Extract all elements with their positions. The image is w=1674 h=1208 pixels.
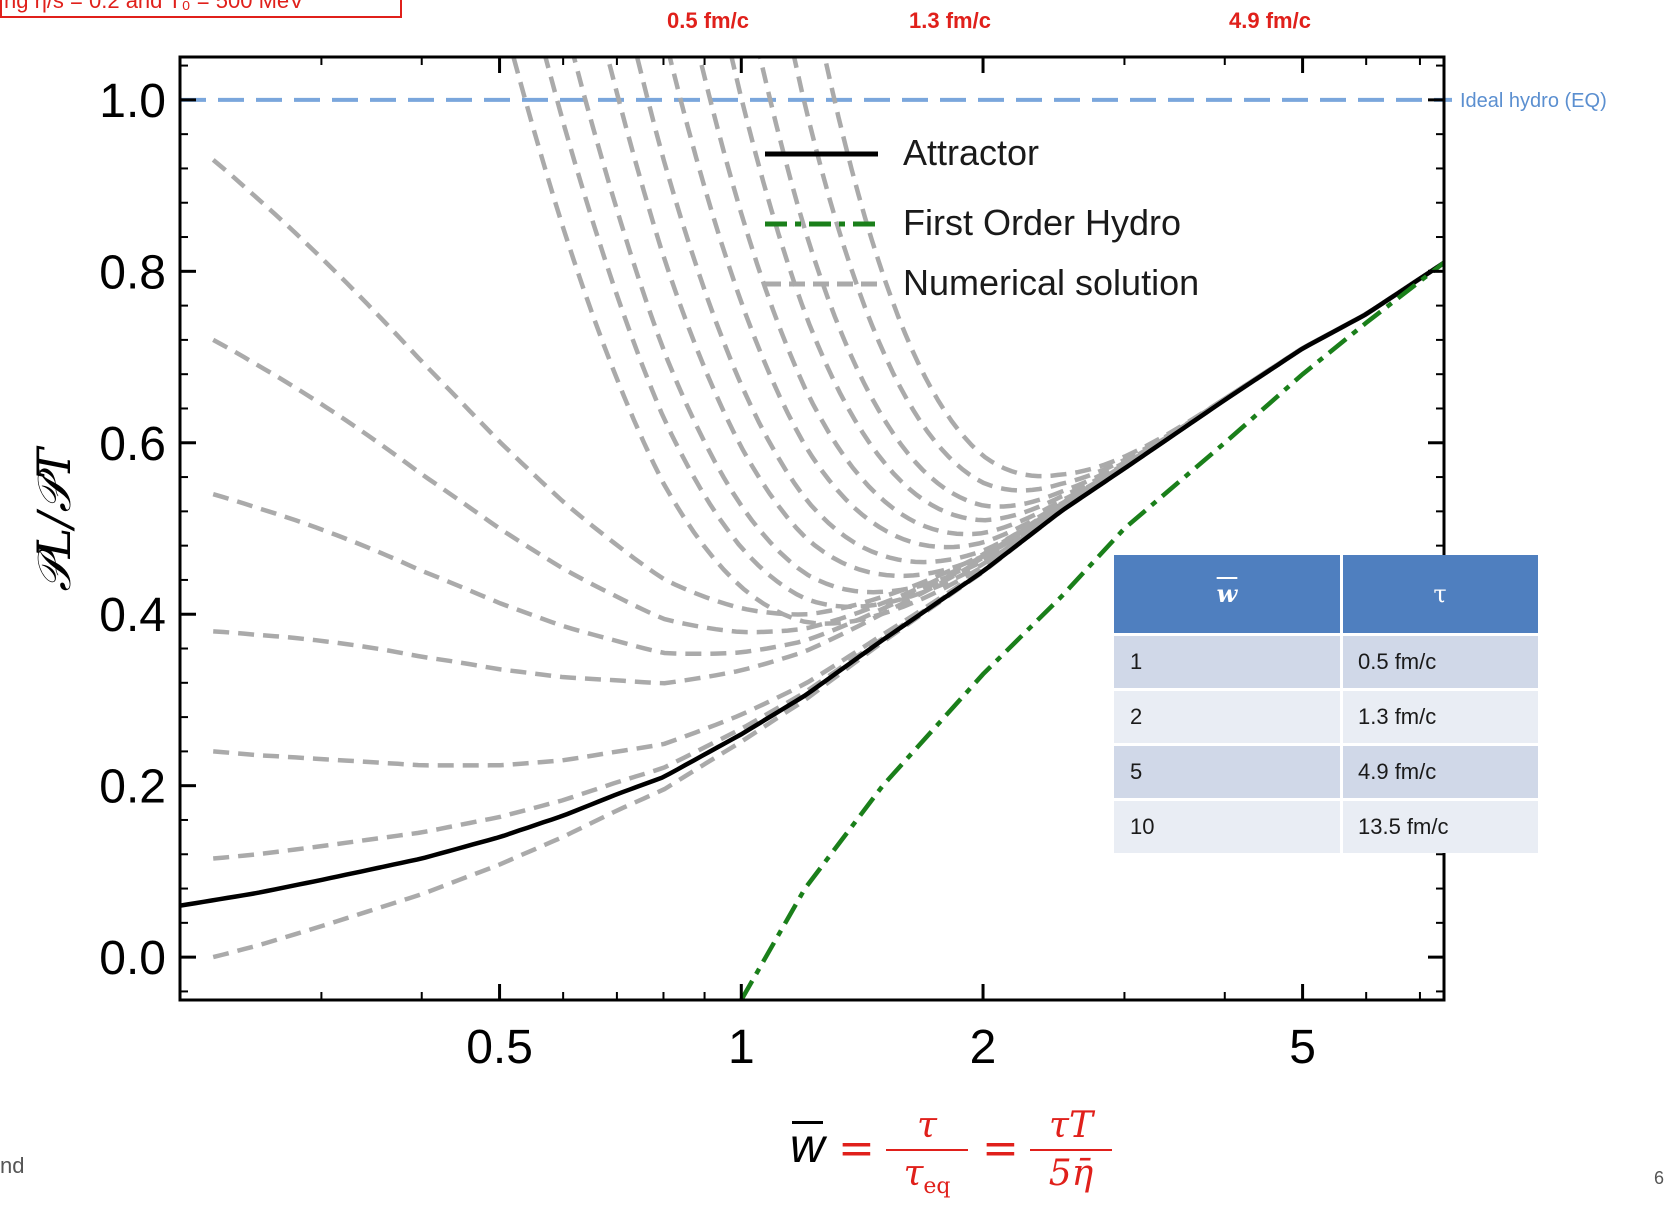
fraction-numerator: τT	[1049, 1105, 1093, 1146]
fraction-den-symbol: τ	[903, 1153, 924, 1194]
table-cell-w: 10	[1130, 814, 1155, 839]
x-tick-label: 1	[728, 1021, 755, 1074]
y-axis-label: 𝒫L/𝒫T	[27, 448, 81, 592]
numerical-solution-17	[791, 57, 1444, 493]
legend-label: Attractor	[903, 132, 1040, 173]
table-cell-w: 2	[1130, 704, 1143, 729]
x-label-equals-1: =	[838, 1123, 875, 1174]
numerical-solution-11	[605, 57, 1444, 579]
table-cell-tau: 0.5 fm/c	[1358, 649, 1437, 674]
legend-swatch-attractor	[765, 151, 878, 157]
y-tick-label: 1.0	[99, 75, 166, 128]
table-row: 1 0.5 fm/c	[1114, 633, 1538, 691]
y-tick-label: 0.0	[99, 932, 166, 985]
y-tick-label: 0.8	[99, 246, 166, 299]
table-row: 5 4.9 fm/c	[1114, 743, 1538, 801]
tau-mark-1: 0.5 fm/c	[667, 8, 749, 33]
table-header-w: w	[1216, 579, 1238, 608]
y-tick-label: 0.6	[99, 418, 166, 471]
ideal-hydro-label: Ideal hydro (EQ)	[1460, 90, 1607, 112]
x-label-w: w	[790, 1120, 825, 1173]
legend-item-attractor: Attractor	[763, 130, 1233, 173]
table-row: 2 1.3 fm/c	[1114, 688, 1538, 746]
table-cell-tau: 1.3 fm/c	[1358, 704, 1437, 729]
table-divider	[1340, 636, 1343, 691]
fraction-bar	[1030, 1149, 1112, 1151]
table-cell-tau: 13.5 fm/c	[1358, 814, 1449, 839]
x-label-equals-2: =	[982, 1123, 1019, 1174]
footer-left-text: nd	[0, 1153, 25, 1178]
legend-item-first-order: First Order Hydro	[763, 200, 1233, 243]
legend-swatch-numerical	[765, 281, 878, 287]
numerical-solution-2	[213, 260, 1444, 861]
x-tick-label: 2	[970, 1021, 997, 1074]
x-label-fraction-1: τ τeq	[882, 1105, 972, 1208]
table-divider	[1340, 801, 1343, 856]
legend-item-numerical: Numerical solution	[763, 260, 1233, 303]
fraction-den-subscript: eq	[923, 1174, 951, 1200]
x-tick-label: 0.5	[466, 1021, 533, 1074]
first-order-hydro-curve	[739, 260, 1444, 1000]
fraction-numerator: τ	[917, 1105, 937, 1146]
fraction-denominator: 5η̄	[1048, 1153, 1094, 1194]
table-cell-w: 1	[1130, 649, 1143, 674]
table-cell-tau: 4.9 fm/c	[1358, 759, 1437, 784]
parameters-note: ng η/s = 0.2 and T₀ = 500 MeV	[0, 0, 402, 18]
y-tick-label: 0.2	[99, 761, 166, 814]
curves-group	[180, 57, 1444, 1000]
plot-frame	[178, 55, 1446, 1002]
table-header-tau: τ	[1433, 580, 1447, 608]
y-tick-label: 0.4	[99, 589, 166, 642]
tau-mark-3: 4.9 fm/c	[1229, 8, 1311, 33]
numerical-solution-16	[757, 57, 1444, 509]
table-header-divider	[1340, 555, 1343, 633]
x-tick-label: 5	[1289, 1021, 1316, 1074]
fraction-bar	[886, 1149, 968, 1151]
table-row: 10 13.5 fm/c	[1114, 798, 1538, 856]
legend-label: First Order Hydro	[903, 202, 1182, 243]
table-header: w τ	[1114, 555, 1538, 633]
tau-mark-2: 1.3 fm/c	[909, 8, 991, 33]
fraction-denominator: τeq	[882, 1153, 972, 1208]
attractor-curve	[180, 260, 1444, 908]
legend-swatch-first-order	[765, 221, 878, 227]
x-label-fraction-2: τT 5η̄	[1026, 1105, 1116, 1195]
numerical-solution-8	[511, 57, 1444, 626]
table-divider	[1340, 746, 1343, 801]
table-divider	[1340, 691, 1343, 746]
table-cell-w: 5	[1130, 759, 1143, 784]
footer-page-number: 6	[1654, 1168, 1665, 1188]
legend-label: Numerical solution	[903, 262, 1200, 303]
